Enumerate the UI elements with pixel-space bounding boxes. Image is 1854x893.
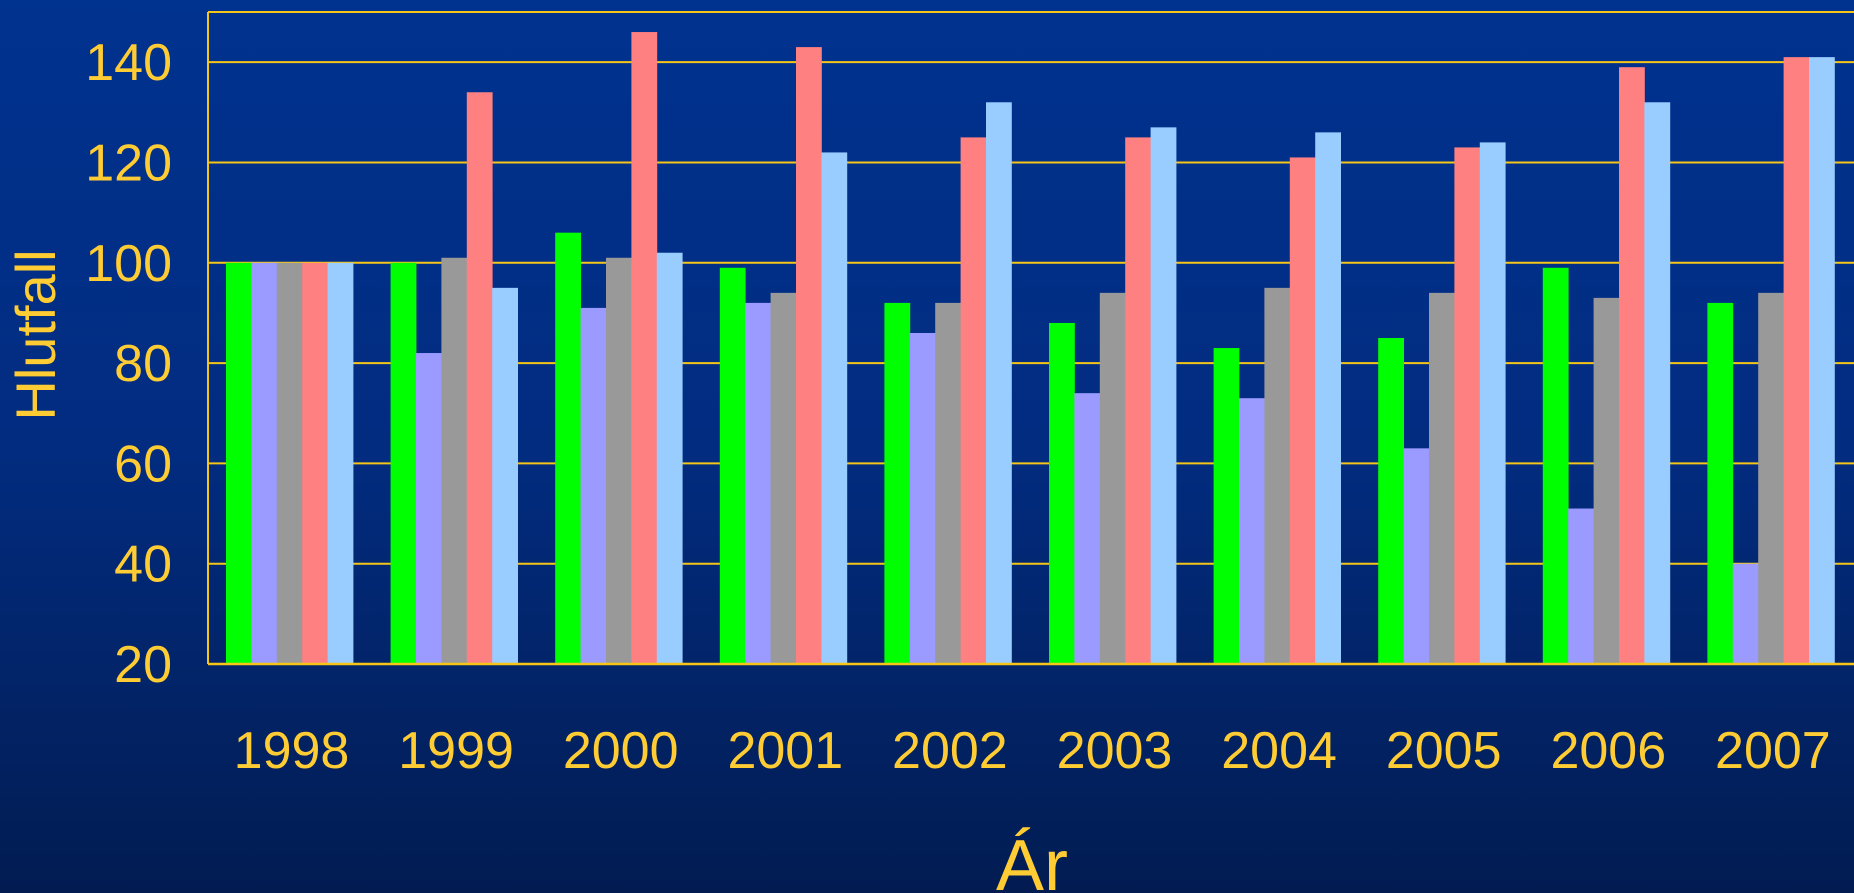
x-tick-label: 1999 (398, 722, 514, 780)
bar (1213, 348, 1240, 664)
bar (226, 262, 252, 664)
bar (884, 302, 911, 664)
y-tick-label: 60 (114, 435, 172, 493)
bar (1099, 292, 1126, 664)
bar (1758, 292, 1784, 664)
bar (1049, 322, 1075, 664)
y-axis-title: Hlutfall (4, 249, 67, 420)
y-tick-label: 120 (85, 134, 172, 192)
bar (935, 302, 961, 664)
bar (1644, 102, 1671, 665)
x-tick-label: 2000 (563, 722, 679, 780)
bar (656, 252, 683, 664)
bar (1568, 508, 1594, 664)
x-tick-label: 1998 (234, 722, 350, 780)
bar (390, 262, 417, 664)
x-tick-label: 2006 (1550, 722, 1666, 780)
bar (1542, 267, 1569, 664)
bar (555, 232, 581, 664)
bar (327, 262, 354, 664)
bar (416, 353, 442, 664)
x-tick-labels: 1998 1999 2000 2001 2002 2003 2004 2005 2006 2007 (234, 722, 1831, 780)
x-tick-label: 2001 (727, 722, 843, 780)
x-tick-label: 2005 (1386, 722, 1502, 780)
y-tick-label: 20 (114, 636, 172, 694)
bar (466, 92, 493, 664)
bar (1403, 448, 1430, 664)
bar (1074, 393, 1101, 664)
bar (251, 262, 278, 664)
x-tick-label: 2004 (1221, 722, 1337, 780)
bar (1707, 302, 1734, 664)
bar (1239, 398, 1265, 664)
bar (606, 257, 632, 664)
bar (441, 257, 468, 664)
bar (821, 152, 848, 664)
bar (1479, 142, 1506, 664)
bar (986, 102, 1012, 665)
y-tick-label: 80 (114, 335, 172, 393)
bar (770, 292, 797, 664)
bar (1732, 563, 1759, 664)
y-tick-label: 100 (85, 235, 172, 293)
bar (1593, 297, 1620, 664)
bar (909, 332, 936, 664)
bar (1150, 127, 1177, 665)
y-tick-labels: 20 40 60 80 100 120 140 (85, 34, 172, 694)
bar (1619, 67, 1645, 664)
plot-frame (207, 11, 1854, 666)
bar (1809, 57, 1835, 664)
bar (1378, 338, 1404, 664)
y-tick-label: 40 (114, 536, 172, 594)
bar (1429, 292, 1455, 664)
bar (745, 302, 771, 664)
bar (796, 47, 822, 665)
bar (276, 262, 303, 664)
bar (1454, 147, 1481, 664)
bar (492, 287, 518, 664)
bar (719, 267, 746, 664)
bar (631, 32, 658, 665)
x-tick-label: 2002 (892, 722, 1008, 780)
x-tick-label: 2007 (1715, 722, 1831, 780)
bar (1125, 137, 1151, 664)
bar (1289, 157, 1316, 664)
bars (226, 32, 1835, 665)
bar (302, 262, 328, 664)
bar (960, 137, 987, 664)
bar (580, 307, 607, 664)
x-axis-title: Ár (996, 826, 1068, 893)
bar (1783, 57, 1810, 664)
bar (1264, 287, 1291, 664)
bar (1315, 132, 1341, 664)
y-tick-label: 140 (85, 34, 172, 92)
x-tick-label: 2003 (1057, 722, 1173, 780)
